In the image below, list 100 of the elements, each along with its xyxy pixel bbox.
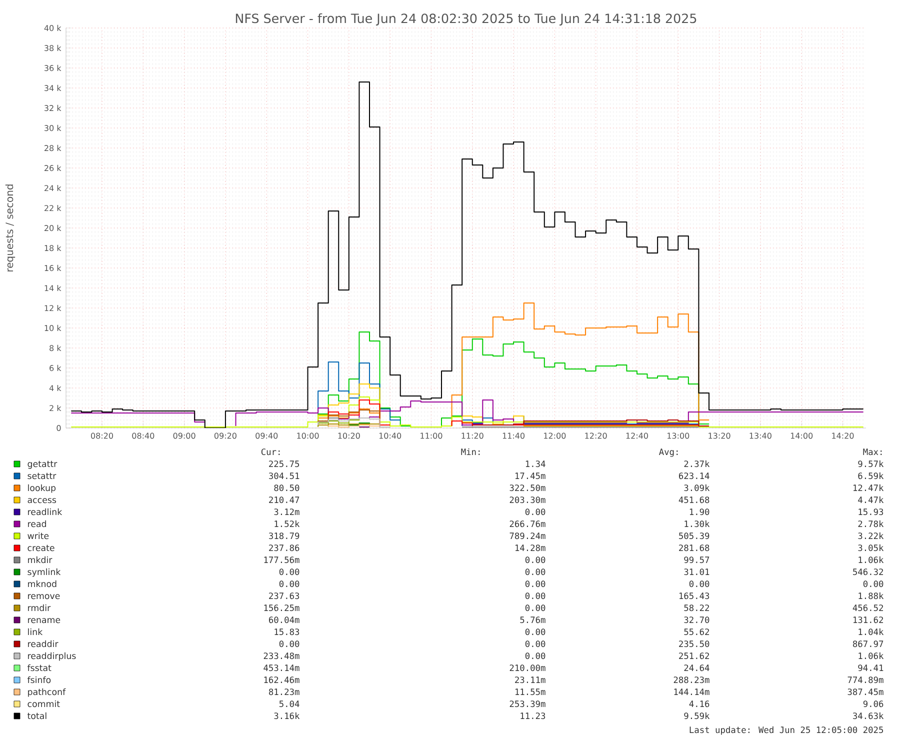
x-tick-label: 10:00: [297, 432, 319, 439]
legend-label: remove: [28, 594, 60, 600]
y-tick-label: 2 k: [50, 404, 62, 412]
x-tick-label: 12:20: [585, 432, 607, 439]
text: 12.47k: [853, 484, 884, 491]
y-tick-label: 10 k: [44, 324, 62, 332]
y-tick-label: 4 k: [49, 384, 62, 392]
y-tick-label: 12 k: [44, 304, 62, 312]
text: Cur:: [261, 448, 280, 456]
text: 4.47k: [858, 496, 884, 503]
y-tick-label: 32 k: [44, 104, 62, 112]
text: 1.06k: [858, 652, 884, 660]
text: 288.23m: [674, 676, 710, 684]
text: 156.25m: [264, 604, 300, 612]
legend-label: readdir: [28, 640, 58, 648]
text: 4.16: [689, 700, 710, 708]
text: 3.05k: [858, 544, 884, 552]
x-tick-label: 14:00: [790, 432, 813, 439]
text: 80.50: [274, 484, 300, 492]
legend-label: getattr: [28, 460, 58, 469]
y-tick-label: 6 k: [50, 364, 62, 372]
text: 304.51: [269, 472, 300, 480]
text: 9.57k: [858, 460, 884, 468]
y-tick-label: 20 k: [44, 224, 62, 232]
text: 453.14m: [264, 664, 300, 672]
chart-title: NFS Server - from Tue Jun 24 08:02:30 2025 to Tue Jun 24 14:31:18 2025: [236, 13, 696, 26]
text: 1.06k: [858, 556, 884, 564]
text: 623.14: [678, 472, 710, 480]
y-tick-label: 34 k: [44, 84, 62, 92]
text: 210.00m: [510, 664, 546, 672]
x-tick-label: 09:00: [173, 432, 196, 439]
text: 55.62: [684, 628, 709, 636]
text: 1.04k: [858, 628, 884, 636]
x-tick-label: 10:40: [379, 432, 402, 439]
text: 456.52: [852, 604, 883, 612]
text: 58.22: [684, 604, 709, 612]
legend-label: symlink: [28, 568, 61, 577]
text: 867.97: [852, 640, 884, 648]
text: 0.00: [525, 568, 546, 576]
text: 9.59k: [684, 712, 710, 720]
legend-label: link: [28, 628, 43, 635]
text: 5.76m: [520, 616, 546, 624]
y-tick-label: 14 k: [44, 284, 62, 292]
text: 251.62: [679, 652, 709, 660]
y-tick-label: 36 k: [44, 64, 62, 72]
text: 789.24m: [510, 532, 546, 540]
legend-label: rename: [28, 618, 60, 624]
text: Min:: [461, 448, 480, 455]
x-tick-label: 11:00: [420, 432, 442, 439]
y-tick-label: 18 k: [44, 244, 62, 252]
x-tick-label: 11:20: [462, 432, 484, 439]
y-tick-label: 38 k: [44, 44, 62, 52]
text: 94.41: [858, 664, 884, 672]
legend-label: write: [28, 532, 49, 540]
text: 177.56m: [264, 556, 300, 564]
y-tick-label: 22 k: [44, 204, 62, 212]
text: 32.70: [684, 616, 710, 624]
text: 2.78k: [858, 520, 884, 528]
text: Max:: [863, 448, 882, 456]
text: 774.89m: [848, 676, 884, 684]
text: 3.12m: [274, 508, 300, 516]
text: 451.68: [678, 496, 710, 504]
text: 2.37k: [684, 460, 710, 468]
text: 210.47: [269, 496, 300, 504]
text: 131.62: [853, 616, 883, 624]
text: 23.11m: [515, 676, 546, 684]
legend-label: pathconf: [28, 688, 66, 697]
y-tick-label: 0: [56, 424, 61, 431]
text: 99.57: [684, 556, 710, 564]
legend-label: readlink: [28, 508, 62, 516]
legend-label: fsinfo: [27, 676, 51, 684]
text: 144.14m: [674, 688, 710, 695]
legend-label: access: [28, 498, 56, 504]
y-tick-label: 28 k: [44, 144, 62, 152]
text: 237.63: [269, 592, 300, 600]
legend-label: mknod: [28, 580, 56, 588]
x-tick-label: 09:20: [214, 432, 236, 439]
legend-label: lookup: [28, 484, 56, 493]
text: 318.79: [269, 532, 300, 540]
text: 0.00: [525, 580, 546, 588]
text: 0.00: [279, 568, 300, 576]
y-axis-title: requests / second: [5, 184, 16, 272]
text: 0.00: [279, 580, 300, 588]
x-tick-label: 12:00: [544, 432, 566, 439]
text: 225.75: [269, 460, 300, 468]
text: 0.00: [525, 640, 546, 648]
text: 387.45m: [848, 688, 884, 696]
text: 0.00: [279, 640, 300, 648]
legend-label: mkdir: [28, 556, 52, 564]
legend-label: fsstat: [27, 664, 52, 672]
text: 0.00: [525, 508, 546, 516]
text: 3.16k: [274, 712, 300, 720]
text: 237.86: [269, 544, 300, 552]
x-tick-label: 08:20: [91, 432, 113, 439]
text: 17.45m: [515, 472, 546, 480]
x-tick-label: 10:20: [338, 432, 360, 439]
text: 1.88k: [858, 592, 884, 600]
text: Last update: Wed Jun 25 12:05:00 2025: [690, 726, 884, 735]
text: 0.00: [525, 592, 546, 600]
legend-label: commit: [28, 700, 60, 708]
